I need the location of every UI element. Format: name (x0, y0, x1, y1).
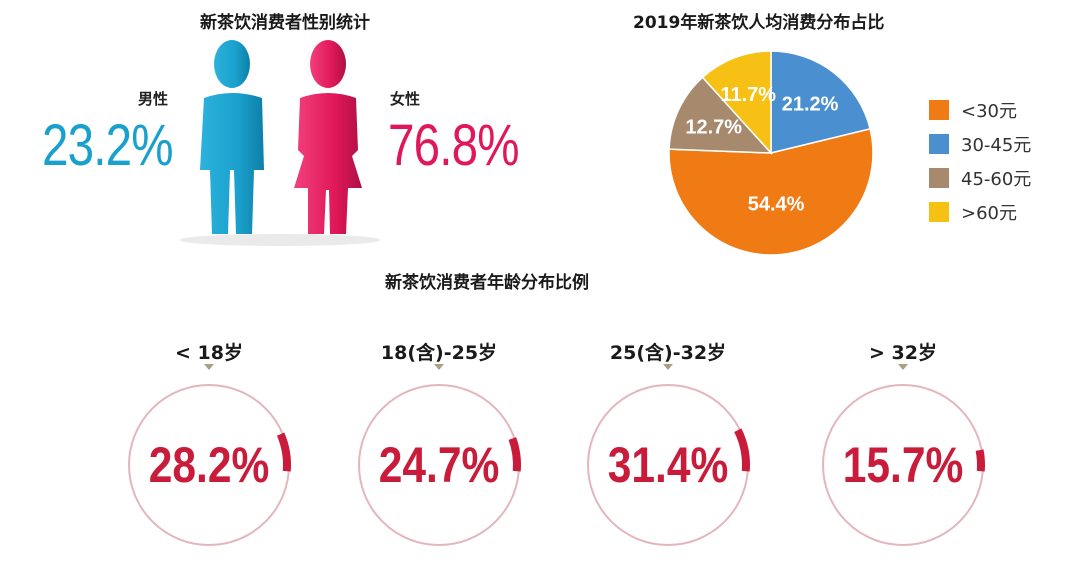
age-caret-icon (434, 364, 444, 370)
legend-swatch (929, 100, 949, 120)
male-percent: 23.2% (42, 113, 174, 178)
age-ring (822, 384, 985, 546)
legend-swatch (929, 202, 949, 222)
pie-slice (701, 50, 772, 155)
age-percent: 15.7% (842, 437, 964, 493)
age-ring-value-arc (734, 428, 750, 472)
pie-value-label: 54.4% (748, 194, 805, 216)
female-figure-icon (294, 40, 362, 234)
age-caret-icon (663, 364, 673, 370)
male-figure-icon (200, 40, 264, 234)
female-label: 女性 (390, 90, 421, 108)
age-label: < 18岁 (175, 342, 243, 364)
age-label: > 32岁 (869, 342, 937, 364)
female-percent: 76.8% (388, 113, 520, 178)
age-percent: 24.7% (378, 437, 500, 493)
pie-slice (770, 50, 872, 154)
age-ring-value-arc (508, 437, 521, 472)
age-caret-icon (898, 364, 908, 370)
male-label: 男性 (138, 90, 169, 108)
legend-swatch (929, 168, 949, 188)
legend-swatch (929, 134, 949, 154)
legend-item-gt60: >60元 (929, 195, 1031, 229)
age-ring (587, 384, 750, 546)
pie-slice (668, 127, 874, 256)
age-label: 25(含)-32岁 (609, 342, 727, 364)
legend-item-45-60: 45-60元 (929, 161, 1031, 195)
legend-label: >60元 (961, 203, 1017, 224)
age-ring (128, 384, 291, 546)
consumption-legend: <30元 30-45元 45-60元 >60元 (929, 93, 1031, 229)
legend-label: 30-45元 (961, 135, 1032, 156)
age-label: 18(含)-25岁 (380, 342, 498, 364)
gender-figures (180, 40, 380, 246)
age-percent: 28.2% (148, 437, 270, 493)
pie-value-label: 12.7% (685, 116, 742, 138)
gender-chart-title: 新茶饮消费者性别统计 (200, 13, 370, 33)
pie-value-label: 11.7% (720, 84, 776, 106)
age-percent: 31.4% (607, 437, 729, 493)
age-caret-icon (204, 364, 214, 370)
legend-label: 45-60元 (961, 169, 1032, 190)
age-chart-title: 新茶饮消费者年龄分布比例 (385, 273, 589, 293)
age-ring-value-arc (276, 432, 291, 472)
legend-item-lt30: <30元 (929, 93, 1031, 127)
legend-item-30-45: 30-45元 (929, 127, 1031, 161)
age-ring-value-arc (975, 449, 985, 472)
pie-slice (668, 76, 773, 154)
legend-label: <30元 (961, 101, 1017, 122)
age-ring (358, 384, 521, 546)
consumption-pie: 21.2% 54.4% 12.7% 11.7% (668, 50, 874, 256)
pie-value-label: 21.2% (782, 93, 839, 115)
consumption-chart-title: 2019年新茶饮人均消费分布占比 (633, 13, 885, 33)
